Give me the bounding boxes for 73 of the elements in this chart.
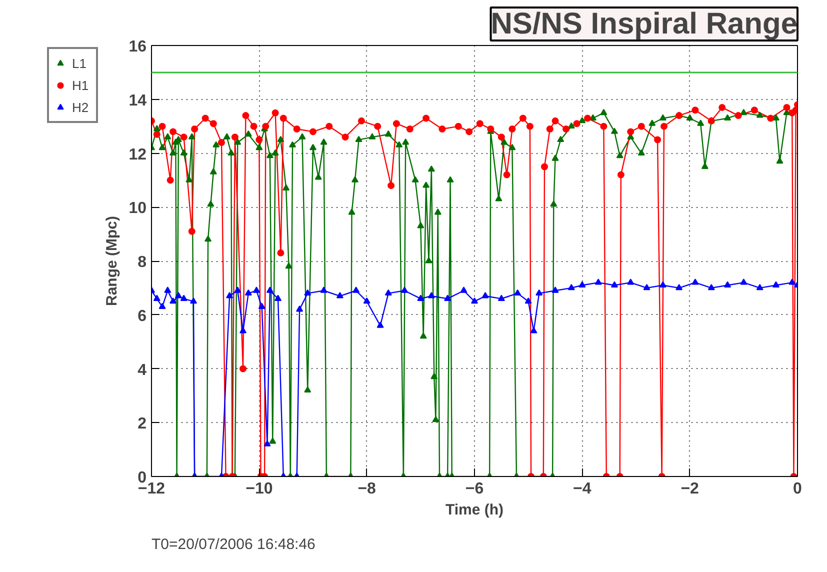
point — [482, 292, 489, 298]
point — [352, 286, 360, 293]
point — [676, 284, 683, 290]
y-tick-label: 14 — [128, 92, 147, 110]
x-tick-label: −6 — [465, 480, 484, 498]
point — [158, 302, 166, 310]
point — [498, 294, 505, 301]
point — [724, 281, 732, 288]
point — [627, 278, 634, 285]
point — [578, 281, 586, 288]
point — [552, 286, 559, 293]
point — [524, 297, 532, 304]
point — [643, 284, 650, 290]
point — [384, 289, 392, 296]
x-tick-label: −10 — [246, 480, 273, 498]
y-tick-label: 8 — [138, 254, 147, 271]
point — [153, 294, 160, 301]
point — [363, 297, 370, 304]
point — [659, 281, 666, 288]
point — [274, 294, 282, 301]
point — [536, 289, 543, 296]
point — [240, 327, 247, 334]
point — [740, 278, 748, 285]
point — [252, 286, 260, 293]
y-axis-title: Range (Mpc) — [104, 216, 121, 306]
x-tick-label: −2 — [680, 480, 700, 498]
point — [258, 302, 266, 310]
point — [610, 281, 618, 288]
text: T0=20/07/2006 16:48:46 — [152, 536, 316, 553]
x-tick-label: −4 — [573, 480, 592, 498]
y-tick-label: 12 — [128, 146, 147, 164]
point — [444, 294, 452, 301]
x-tick-label: 0 — [793, 480, 802, 498]
point — [530, 327, 538, 334]
point — [514, 289, 522, 296]
point — [401, 286, 408, 293]
point — [428, 292, 435, 298]
point — [756, 284, 764, 290]
point — [264, 440, 271, 446]
point — [788, 278, 796, 285]
point — [164, 286, 172, 293]
point — [170, 297, 177, 304]
legend-label: L1 — [72, 56, 88, 70]
point — [594, 278, 602, 285]
point — [266, 286, 274, 293]
y-tick-label: 6 — [138, 308, 147, 325]
point — [376, 322, 384, 328]
y-tick-label: 2 — [138, 416, 147, 433]
point — [708, 284, 715, 290]
point — [417, 294, 424, 301]
point — [226, 292, 234, 298]
point — [234, 286, 242, 293]
point — [296, 306, 304, 312]
x-axis-title: Time (h) — [445, 502, 504, 518]
point — [471, 297, 478, 304]
y-tick-label: 16 — [128, 38, 147, 56]
y-tick-label: 4 — [138, 362, 147, 379]
legend-label: H1 — [72, 78, 90, 92]
legend-label: H2 — [72, 100, 90, 114]
y-tick-label: 10 — [128, 200, 147, 218]
point — [336, 292, 344, 298]
point — [568, 284, 575, 290]
x-tick-label: −8 — [358, 480, 376, 498]
point — [174, 292, 182, 298]
point — [772, 281, 780, 288]
point — [304, 289, 312, 296]
point — [180, 294, 188, 301]
point — [320, 286, 328, 293]
point — [692, 278, 699, 285]
chart-title: NS/NS Inspiral Range — [490, 8, 798, 40]
point — [460, 286, 468, 293]
point — [190, 297, 197, 304]
point — [244, 289, 252, 296]
